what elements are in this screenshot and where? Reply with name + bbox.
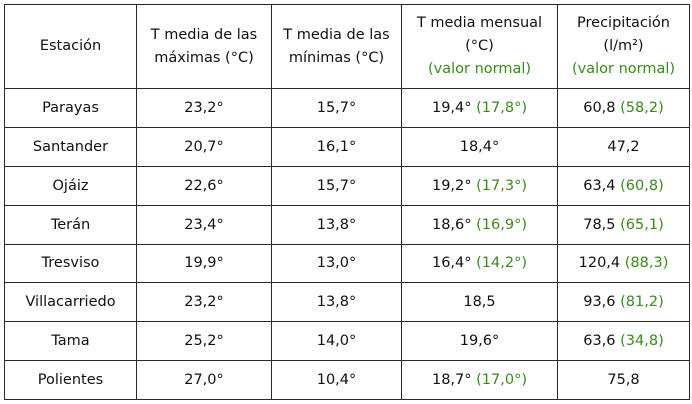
table-row: Santander 20,7° 16,1° 18,4° 47,2 xyxy=(4,126,690,167)
cell-precip: 60,8 (58,2) xyxy=(557,88,690,128)
cell-tmean: 18,5 xyxy=(401,282,558,323)
cell-precip: 63,6 (34,8) xyxy=(557,321,690,362)
cell-tmean: 19,2° (17,3°) xyxy=(401,165,558,206)
cell-tmean: 18,6° (16,9°) xyxy=(401,204,558,245)
precip-normal-value: (58,2) xyxy=(620,99,664,116)
table-body: Parayas 23,2° 15,7° 19,4° (17,8°) 60,8 (58,2… xyxy=(4,88,690,400)
cell-tmax: 27,0° xyxy=(136,360,272,400)
cell-tmin: 10,4° xyxy=(271,360,402,400)
cell-tmean: 18,4° xyxy=(401,126,558,167)
tmean-normal-value: (14,2°) xyxy=(476,255,527,272)
cell-precip: 47,2 xyxy=(557,126,690,167)
table-row: Tresviso 19,9° 13,0° 16,4° (14,2°) 120,4 (88… xyxy=(4,243,690,284)
cell-station: Polientes xyxy=(4,360,137,400)
cell-station: Ojáiz xyxy=(4,165,137,206)
header-tmean: T media mensual (°C) (valor normal) xyxy=(401,4,558,89)
cell-tmax: 23,2° xyxy=(136,88,272,128)
table-row: Villacarriedo 23,2° 13,8° 18,5 93,6 (81,2) xyxy=(4,282,690,323)
cell-station: Parayas xyxy=(4,88,137,128)
cell-tmax: 23,2° xyxy=(136,282,272,323)
cell-tmean: 16,4° (14,2°) xyxy=(401,243,558,284)
cell-tmax: 19,9° xyxy=(136,243,272,284)
cell-tmin: 14,0° xyxy=(271,321,402,362)
header-precip-note: (valor normal) xyxy=(571,61,676,77)
precip-normal-value: (60,8) xyxy=(620,177,664,194)
cell-tmean: 18,7° (17,0°) xyxy=(401,360,558,400)
cell-tmax: 23,4° xyxy=(136,204,272,245)
cell-station: Villacarriedo xyxy=(4,282,137,323)
cell-station: Terán xyxy=(4,204,137,245)
precip-normal-value: (65,1) xyxy=(620,216,664,233)
precip-normal-value: (81,2) xyxy=(620,294,664,311)
cell-tmin: 13,8° xyxy=(271,282,402,323)
table-row: Tama 25,2° 14,0° 19,6° 63,6 (34,8) xyxy=(4,321,690,362)
cell-tmean: 19,6° xyxy=(401,321,558,362)
cell-tmax: 25,2° xyxy=(136,321,272,362)
climate-table: Estación T media de las máximas (°C) T m… xyxy=(4,4,690,400)
tmean-normal-value: (17,3°) xyxy=(476,177,527,194)
cell-tmax: 22,6° xyxy=(136,165,272,206)
cell-precip: 63,4 (60,8) xyxy=(557,165,690,206)
table-row: Polientes 27,0° 10,4° 18,7° (17,0°) 75,8 xyxy=(4,360,690,400)
precip-normal-value: (34,8) xyxy=(620,333,664,350)
tmean-normal-value: (16,9°) xyxy=(476,216,527,233)
header-tmax: T media de las máximas (°C) xyxy=(136,4,272,89)
table-row: Terán 23,4° 13,8° 18,6° (16,9°) 78,5 (65,1) xyxy=(4,204,690,245)
cell-station: Santander xyxy=(4,126,137,167)
table-row: Ojáiz 22,6° 15,7° 19,2° (17,3°) 63,4 (60,8) xyxy=(4,165,690,206)
cell-tmin: 15,7° xyxy=(271,88,402,128)
header-station: Estación xyxy=(4,4,137,89)
tmean-normal-value: (17,0°) xyxy=(476,372,527,389)
cell-tmin: 13,8° xyxy=(271,204,402,245)
table-row: Parayas 23,2° 15,7° 19,4° (17,8°) 60,8 (58,2… xyxy=(4,88,690,128)
header-tmin: T media de las mínimas (°C) xyxy=(271,4,402,89)
table-header-row: Estación T media de las máximas (°C) T m… xyxy=(4,4,690,89)
cell-station: Tama xyxy=(4,321,137,362)
cell-tmax: 20,7° xyxy=(136,126,272,167)
header-tmean-note: (valor normal) xyxy=(427,61,532,77)
cell-tmin: 15,7° xyxy=(271,165,402,206)
tmean-normal-value: (17,8°) xyxy=(476,99,527,116)
cell-precip: 78,5 (65,1) xyxy=(557,204,690,245)
cell-precip: 75,8 xyxy=(557,360,690,400)
cell-tmean: 19,4° (17,8°) xyxy=(401,88,558,128)
precip-normal-value: (88,3) xyxy=(624,255,669,272)
header-precip: Precipitación (l/m²) (valor normal) xyxy=(557,4,690,89)
cell-tmin: 13,0° xyxy=(271,243,402,284)
cell-tmin: 16,1° xyxy=(271,126,402,167)
cell-precip: 120,4 (88,3) xyxy=(557,243,690,284)
cell-precip: 93,6 (81,2) xyxy=(557,282,690,323)
cell-station: Tresviso xyxy=(4,243,137,284)
